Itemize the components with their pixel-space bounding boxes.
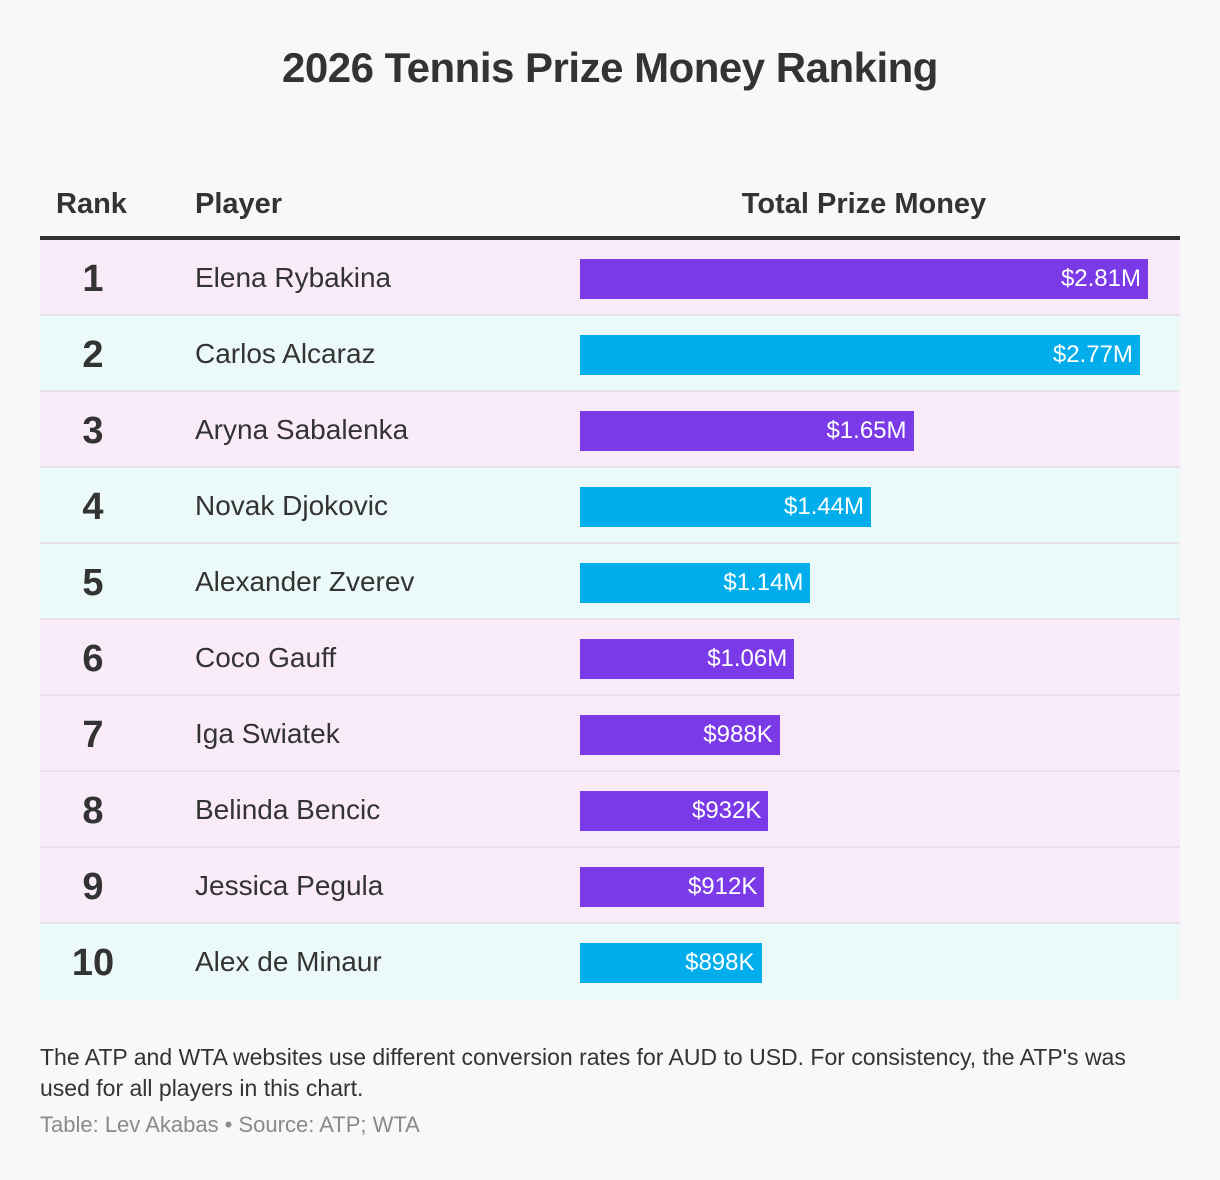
- prize-money-bar: $2.77M: [580, 335, 1140, 375]
- prize-money-bar: $912K: [580, 867, 765, 907]
- rank-cell: 7: [82, 714, 104, 756]
- player-name: Alex de Minaur: [195, 946, 382, 977]
- player-name: Iga Swiatek: [195, 718, 340, 749]
- table-row: 3 Aryna Sabalenka $1.65M: [40, 392, 1180, 468]
- bar-track: $2.81M: [580, 259, 1160, 299]
- table-row: 1 Elena Rybakina $2.81M: [40, 240, 1180, 316]
- bar-track: $932K: [580, 791, 1160, 831]
- table-body: 1 Elena Rybakina $2.81M 2 Carlos Alcaraz $2.7…: [40, 240, 1180, 1000]
- bar-track: $1.14M: [580, 563, 1160, 603]
- bar-track: $898K: [580, 943, 1160, 983]
- rank-cell: 2: [82, 334, 104, 376]
- source-credit: Table: Lev Akabas • Source: ATP; WTA: [40, 1112, 420, 1137]
- table-row: 8 Belinda Bencic $932K: [40, 772, 1180, 848]
- ranking-table: Rank Player Total Prize Money 1 Elena Ryb…: [40, 178, 1180, 1000]
- table-row: 9 Jessica Pegula $912K: [40, 848, 1180, 924]
- bar-track: $912K: [580, 867, 1160, 907]
- table-row: 4 Novak Djokovic $1.44M: [40, 468, 1180, 544]
- player-name: Novak Djokovic: [195, 490, 388, 521]
- table-row: 10 Alex de Minaur $898K: [40, 924, 1180, 1000]
- prize-money-bar: $1.44M: [580, 487, 872, 527]
- table-row: 2 Carlos Alcaraz $2.77M: [40, 316, 1180, 392]
- bar-track: $1.06M: [580, 639, 1160, 679]
- player-name: Aryna Sabalenka: [195, 414, 409, 445]
- player-name: Belinda Bencic: [195, 794, 381, 825]
- chart-title: 2026 Tennis Prize Money Ranking: [282, 44, 938, 91]
- footnote: The ATP and WTA websites use different c…: [40, 1044, 1126, 1101]
- prize-money-bar: $1.65M: [580, 411, 914, 451]
- prize-money-bar: $932K: [580, 791, 769, 831]
- rank-cell: 6: [82, 638, 104, 680]
- prize-money-bar: $1.06M: [580, 639, 795, 679]
- table-header: Rank Player Total Prize Money: [40, 178, 1180, 240]
- rank-cell: 1: [82, 258, 104, 300]
- table-row: 6 Coco Gauff $1.06M: [40, 620, 1180, 696]
- header-total-prize-money: Total Prize Money: [741, 188, 987, 220]
- bar-track: $1.44M: [580, 487, 1160, 527]
- bar-track: $2.77M: [580, 335, 1160, 375]
- table-row: 7 Iga Swiatek $988K: [40, 696, 1180, 772]
- player-name: Alexander Zverev: [195, 566, 415, 597]
- rank-cell: 9: [82, 866, 104, 908]
- bar-track: $988K: [580, 715, 1160, 755]
- player-name: Coco Gauff: [195, 642, 337, 673]
- bar-track: $1.65M: [580, 411, 1160, 451]
- player-name: Carlos Alcaraz: [195, 338, 376, 369]
- prize-money-bar: $898K: [580, 943, 762, 983]
- player-name: Jessica Pegula: [195, 870, 384, 901]
- prize-money-bar: $988K: [580, 715, 780, 755]
- player-name: Elena Rybakina: [195, 262, 392, 293]
- prize-money-bar: $1.14M: [580, 563, 811, 603]
- rank-cell: 5: [82, 562, 104, 604]
- rank-cell: 4: [82, 486, 104, 528]
- table-row: 5 Alexander Zverev $1.14M: [40, 544, 1180, 620]
- header-player: Player: [195, 188, 283, 220]
- prize-money-bar: $2.81M: [580, 259, 1148, 299]
- header-rank: Rank: [56, 188, 127, 220]
- rank-cell: 3: [82, 410, 104, 452]
- rank-cell: 10: [71, 942, 115, 984]
- rank-cell: 8: [82, 790, 104, 832]
